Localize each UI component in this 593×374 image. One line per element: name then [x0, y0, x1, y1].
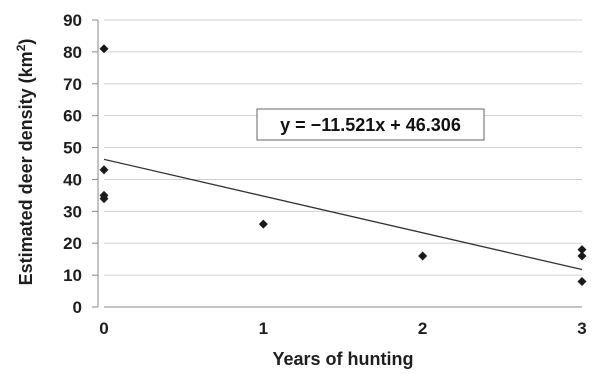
x-tick-label: 2: [418, 319, 427, 338]
trendline: [104, 159, 582, 269]
data-point: [578, 277, 587, 286]
trendline-layer: [104, 159, 582, 269]
y-tick-label: 70: [63, 75, 82, 94]
trendline-equation-box: y = −11.521x + 46.306: [257, 109, 484, 140]
y-tick-label: 0: [73, 298, 82, 317]
trendline-equation: y = −11.521x + 46.306: [280, 115, 461, 135]
y-tick-label: 40: [63, 170, 82, 189]
y-tick-label: 20: [63, 234, 82, 253]
y-tick-label: 80: [63, 43, 82, 62]
x-axis-title: Years of hunting: [272, 349, 413, 369]
data-point: [418, 251, 427, 260]
x-tick-label: 1: [259, 319, 268, 338]
x-tick-label: 0: [99, 319, 108, 338]
data-point: [259, 220, 268, 229]
y-axis-title: Estimated deer density (km2): [14, 39, 36, 286]
y-tick-label: 90: [63, 11, 82, 30]
y-tick-label: 60: [63, 107, 82, 126]
y-tick-label: 50: [63, 139, 82, 158]
x-tick-label: 3: [577, 319, 586, 338]
axes: [92, 20, 582, 307]
grid-lines: [104, 20, 582, 275]
y-tick-label: 30: [63, 202, 82, 221]
y-tick-label: 10: [63, 266, 82, 285]
data-point: [578, 251, 587, 260]
data-point: [100, 165, 109, 174]
x-tick-labels: 0 1 2 3: [99, 319, 586, 338]
y-tick-labels: 0 10 20 30 40 50 60 70 80 90: [63, 11, 82, 317]
data-points: [100, 44, 587, 286]
